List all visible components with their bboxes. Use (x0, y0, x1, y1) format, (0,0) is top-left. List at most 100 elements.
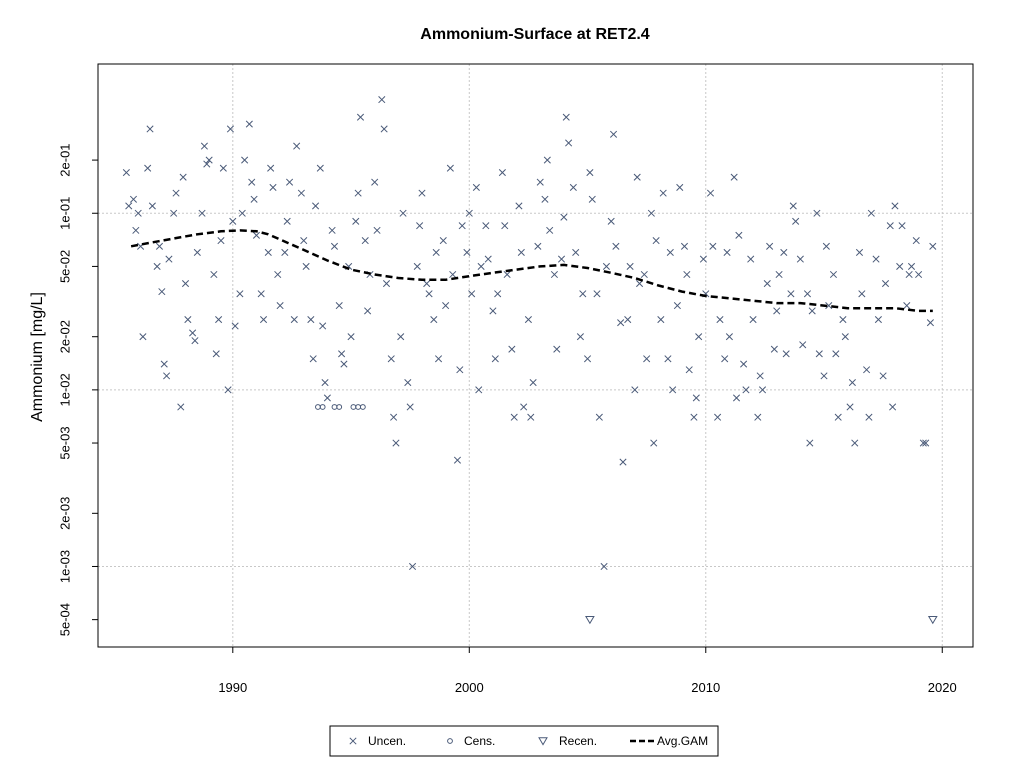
uncensored-point (569, 183, 577, 191)
uncensored-point (829, 270, 838, 279)
uncensored-point (834, 413, 842, 421)
marker-stroke (463, 248, 471, 256)
marker-stroke (198, 209, 206, 217)
uncensored-point (579, 290, 587, 298)
uncensored-point (361, 237, 369, 245)
marker-stroke (787, 290, 795, 298)
marker-stroke (643, 355, 651, 363)
uncensored-point (664, 355, 672, 363)
uncensored-point (264, 248, 272, 256)
marker-stroke (756, 372, 764, 380)
uncensored-point (647, 209, 655, 217)
uncensored-point (560, 213, 568, 221)
marker-stroke (361, 237, 369, 245)
marker-stroke (593, 290, 601, 298)
uncensored-point (293, 142, 301, 150)
uncensored-point (418, 189, 426, 197)
marker-stroke (170, 209, 178, 217)
recensored-point (585, 615, 595, 625)
marker-stroke (475, 386, 483, 394)
marker-stroke (215, 316, 223, 324)
marker-stroke (782, 350, 790, 358)
marker-stroke (316, 164, 324, 172)
marker-stroke (808, 307, 816, 315)
uncensored-point (224, 386, 232, 394)
marker-stroke (695, 333, 703, 341)
y-tick-label: 2e-03 (58, 497, 73, 530)
marker-stroke (236, 290, 244, 298)
uncensored-point (820, 372, 828, 380)
uncensored-point (517, 248, 525, 256)
marker-stroke (373, 226, 381, 234)
uncensored-point (203, 160, 211, 168)
marker-stroke (825, 302, 833, 310)
marker-stroke (193, 248, 201, 256)
uncensored-point (825, 302, 833, 310)
uncensored-point (430, 316, 438, 324)
uncensored-point (274, 270, 282, 279)
marker-stroke (245, 120, 253, 128)
marker-stroke (848, 379, 856, 387)
uncensored-point (494, 290, 502, 298)
uncensored-point (134, 209, 142, 217)
uncensored-point (865, 413, 873, 421)
uncensored-point (163, 372, 171, 380)
marker-stroke (378, 96, 386, 104)
uncensored-point (144, 164, 152, 172)
uncensored-point (181, 279, 190, 288)
plot-frame (97, 63, 974, 648)
uncensored-point (543, 156, 551, 164)
marker-stroke (815, 350, 823, 358)
uncensored-point (912, 237, 920, 245)
censored-point (359, 404, 366, 410)
uncensored-point (787, 290, 795, 298)
uncensored-point (631, 386, 639, 394)
marker-stroke (219, 164, 227, 172)
marker-stroke (257, 290, 265, 298)
uncensored-point (546, 226, 554, 234)
marker-stroke (770, 345, 778, 353)
marker-stroke (803, 290, 812, 298)
marker-stroke (418, 189, 426, 197)
uncensored-point (919, 439, 927, 447)
uncensored-point (527, 413, 535, 421)
uncensored-point (673, 302, 681, 310)
marker-stroke (647, 209, 655, 217)
uncensored-point (477, 262, 485, 270)
marker-stroke (846, 403, 854, 411)
uncensored-point (404, 379, 412, 387)
marker-stroke (144, 164, 152, 172)
uncensored-point (172, 189, 180, 197)
uncensored-point (226, 125, 234, 133)
marker-stroke (796, 255, 804, 263)
censored-point (350, 404, 357, 410)
censored-point (355, 404, 362, 410)
uncensored-point (796, 255, 804, 263)
uncensored-point (706, 189, 715, 197)
uncensored-point (413, 262, 421, 270)
uncensored-point (583, 355, 592, 363)
marker-stroke (501, 222, 509, 230)
marker-stroke (773, 307, 781, 315)
uncensored-point (132, 226, 140, 234)
uncensored-point (756, 372, 764, 380)
marker-stroke (465, 209, 473, 217)
y-tick-label: 5e-03 (58, 426, 73, 459)
uncensored-point (219, 164, 227, 172)
marker-stroke (572, 248, 580, 256)
marker-stroke (446, 164, 454, 172)
uncensored-point (832, 350, 840, 358)
uncensored-point (125, 202, 133, 210)
avg-gam-curve (130, 229, 933, 313)
uncensored-point (153, 262, 161, 270)
uncensored-point (399, 209, 407, 217)
uncensored-point (898, 222, 906, 230)
uncensored-point (839, 316, 847, 324)
uncensored-point (468, 290, 476, 298)
marker-stroke (855, 248, 864, 256)
marker-stroke (926, 319, 934, 327)
uncensored-point (922, 439, 930, 447)
uncensored-point (215, 316, 223, 324)
uncensored-point (390, 413, 398, 421)
uncensored-point (716, 316, 724, 324)
